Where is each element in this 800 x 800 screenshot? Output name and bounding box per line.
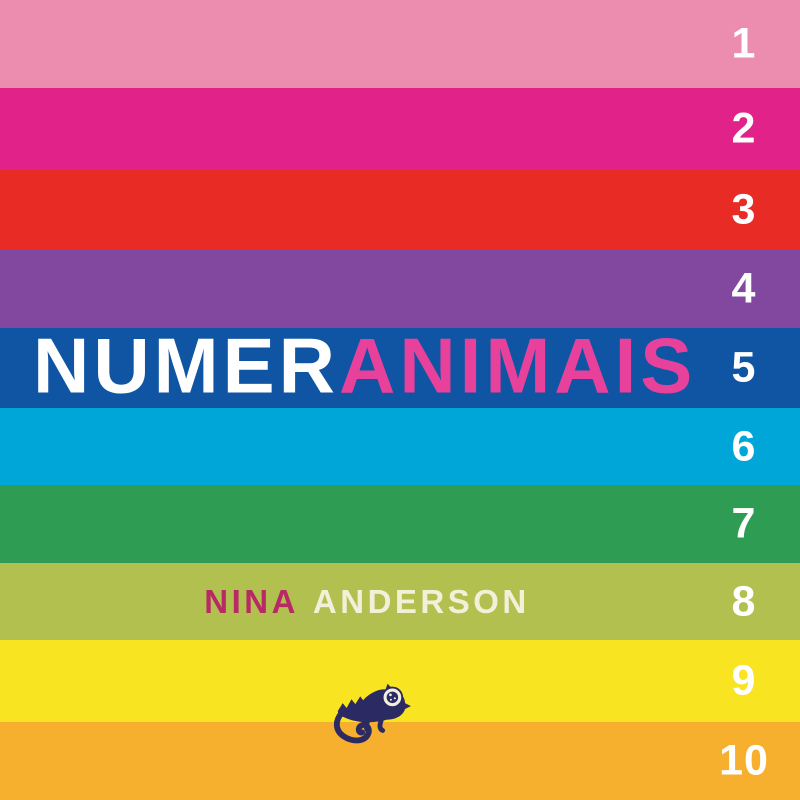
color-band-7: 7 [0, 485, 800, 563]
color-band-8: NINA ANDERSON 8 [0, 563, 800, 640]
chameleon-tail [333, 710, 372, 744]
chameleon-icon [333, 683, 411, 744]
color-band-3: 3 [0, 170, 800, 250]
author-name: NINA ANDERSON [0, 583, 734, 621]
book-title: NUMERANIMAIS [33, 321, 696, 412]
band-number-5: 5 [731, 343, 757, 392]
author-last-name: ANDERSON [312, 582, 530, 620]
band-number-10: 10 [719, 736, 769, 785]
color-band-10: 10 [0, 722, 800, 800]
title-part-animais: ANIMAIS [339, 321, 697, 410]
chameleon-eye-ring [383, 688, 402, 707]
color-band-4: 4 [0, 250, 800, 328]
color-band-1: 1 [0, 0, 800, 88]
color-band-6: 6 [0, 408, 800, 485]
color-band-5: NUMERANIMAIS 5 [0, 322, 800, 410]
title-part-numer: NUMER [33, 321, 339, 410]
band-number-8: 8 [731, 577, 757, 625]
band-number-1: 1 [731, 19, 757, 68]
chameleon-eye-dot [393, 697, 396, 700]
chameleon-eye-dot [389, 693, 392, 697]
band-number-6: 6 [731, 422, 757, 470]
band-number-4: 4 [731, 264, 757, 313]
band-number-2: 2 [731, 104, 757, 153]
band-number-9: 9 [731, 656, 757, 705]
band-number-3: 3 [731, 185, 757, 234]
chameleon-eye-dot [389, 698, 392, 701]
author-first-name: NINA [204, 582, 299, 620]
color-band-2: 2 [0, 88, 800, 170]
band-number-7: 7 [731, 499, 757, 548]
